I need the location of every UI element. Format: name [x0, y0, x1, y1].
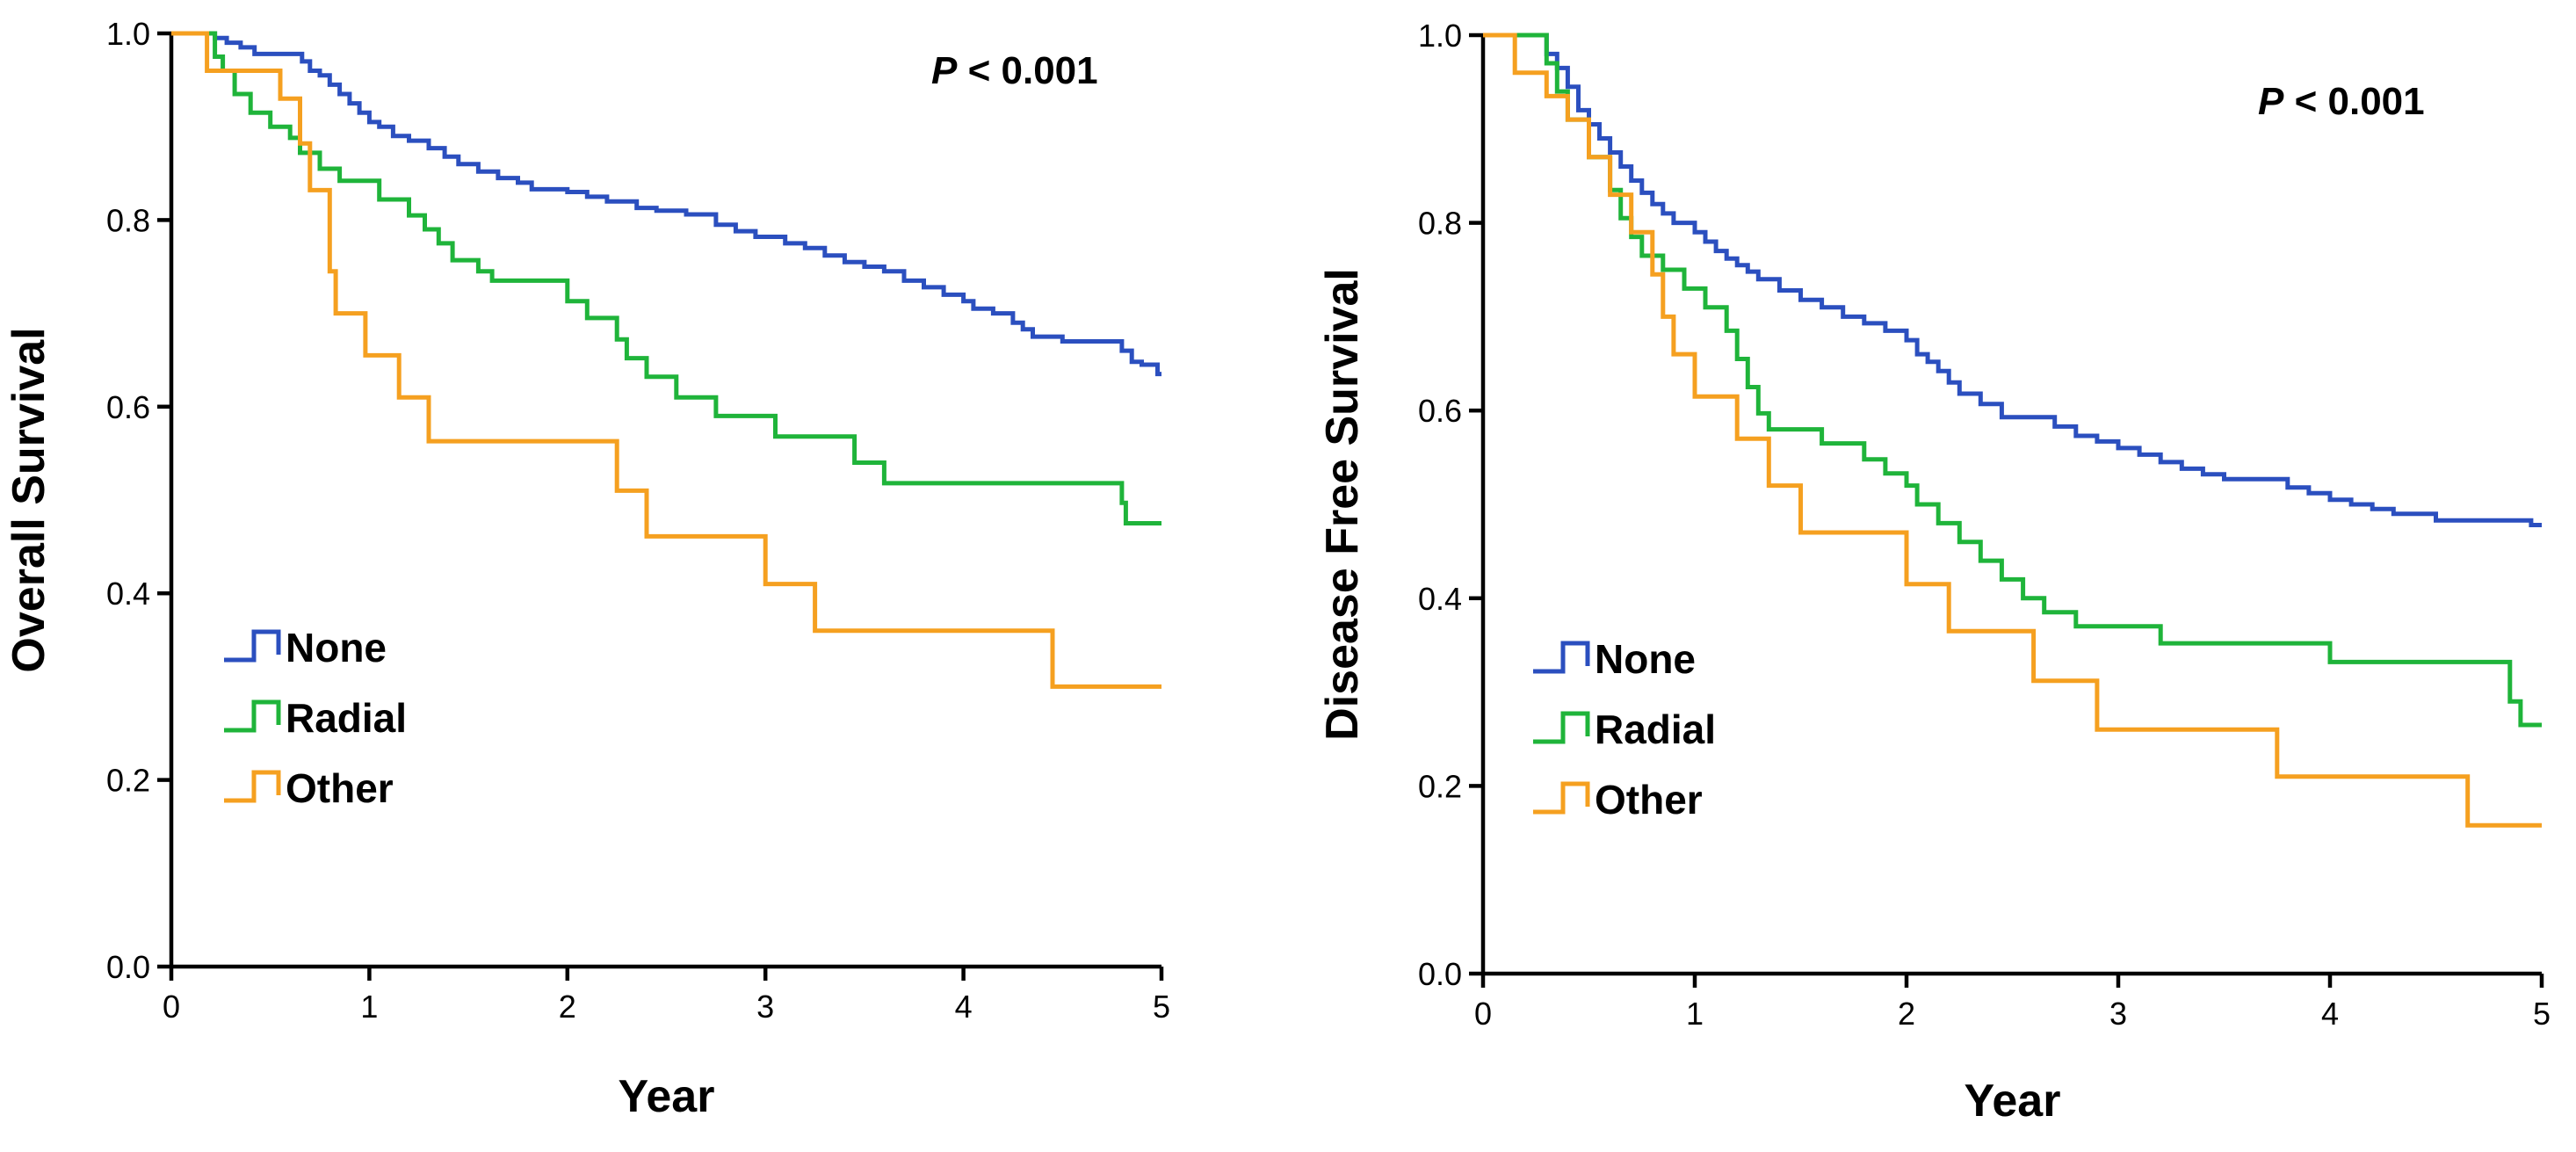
y-tick-label: 0.6 [1418, 393, 1462, 429]
legend-swatch-other [224, 770, 281, 803]
p-symbol: P [931, 49, 958, 92]
y-tick-label: 0.2 [1418, 768, 1462, 804]
disease-free-survival-panel: 0.0 0.2 0.4 0.6 0.8 1.0 0 1 2 3 4 5 Year Disease Free… [1317, 18, 2551, 1127]
legend-label-radial: Radial [286, 695, 407, 741]
y-tick-label: 0.8 [106, 202, 150, 238]
p-value-annotation: P < 0.001 [2258, 80, 2425, 123]
series-line-other [1483, 33, 2542, 828]
y-tick-label: 0.4 [106, 576, 150, 612]
legend-swatch-none [224, 629, 281, 663]
series-line-none [171, 31, 1161, 377]
x-tick-label: 3 [756, 989, 774, 1025]
y-tick-label: 0.6 [106, 389, 150, 425]
y-tick-label: 1.0 [1418, 18, 1462, 54]
legend-swatch-none [1533, 641, 1590, 674]
series-line-radial [1483, 33, 2542, 728]
y-tick-label: 0.4 [1418, 581, 1462, 617]
x-axis-title: Year [619, 1071, 715, 1122]
overall-survival-panel: 0.0 0.2 0.4 0.6 0.8 1.0 0 1 2 3 4 5 Year Overall Surv… [4, 16, 1170, 1122]
legend-label-none: None [1595, 636, 1696, 682]
x-tick-label: 0 [1474, 996, 1492, 1032]
series-line-none [1483, 33, 2542, 527]
p-value-annotation: P < 0.001 [931, 49, 1098, 92]
p-value-text: < 0.001 [957, 49, 1097, 92]
legend-label-other: Other [1595, 777, 1703, 822]
p-value-text: < 0.001 [2283, 80, 2424, 123]
legend-swatch-radial [1533, 711, 1590, 744]
legend-swatch-radial [224, 699, 281, 733]
y-tick-label: 0.2 [106, 763, 150, 799]
y-tick-label: 0.0 [106, 949, 150, 985]
x-tick-label: 2 [1898, 996, 1915, 1032]
series-line-other [171, 31, 1161, 689]
x-tick-label: 5 [1153, 989, 1170, 1025]
x-tick-label: 2 [559, 989, 576, 1025]
series-line-radial [171, 31, 1161, 525]
legend-swatch-other [1533, 781, 1590, 815]
x-tick-label: 1 [1686, 996, 1704, 1032]
legend-label-none: None [286, 625, 387, 670]
x-axis-title: Year [1965, 1076, 2061, 1127]
y-tick-label: 0.0 [1418, 956, 1462, 992]
x-tick-label: 1 [360, 989, 378, 1025]
x-tick-label: 5 [2533, 996, 2551, 1032]
legend-label-other: Other [286, 765, 394, 811]
x-tick-label: 3 [2109, 996, 2127, 1032]
y-axis-title: Disease Free Survival [1317, 268, 1368, 741]
x-tick-label: 4 [2321, 996, 2339, 1032]
x-tick-label: 0 [163, 989, 180, 1025]
legend-label-radial: Radial [1595, 706, 1716, 752]
y-tick-label: 0.8 [1418, 206, 1462, 242]
p-symbol: P [2258, 80, 2284, 123]
y-axis-title: Overall Survival [4, 327, 54, 672]
x-tick-label: 4 [955, 989, 973, 1025]
y-tick-label: 1.0 [106, 16, 150, 52]
